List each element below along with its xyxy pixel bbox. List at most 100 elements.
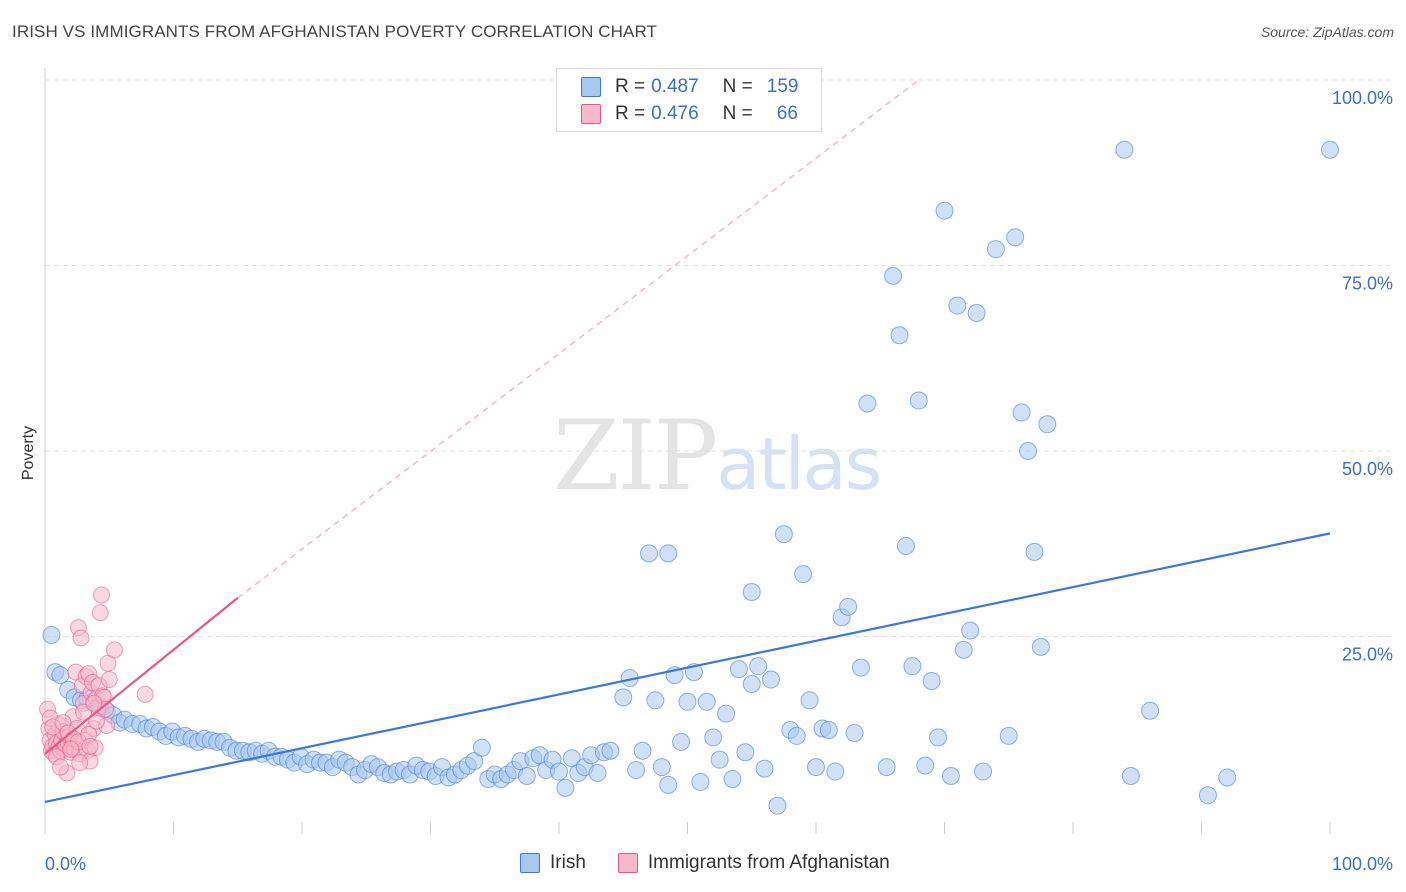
- series-legend: Irish Immigrants from Afghanistan: [520, 852, 922, 874]
- point-irish: [723, 769, 742, 788]
- point-irish: [1019, 442, 1038, 460]
- point-irish: [1115, 140, 1134, 159]
- legend-n-value: 159: [766, 76, 799, 97]
- point-irish: [472, 738, 491, 757]
- point-irish: [774, 525, 793, 544]
- point-afghanistan: [136, 685, 154, 703]
- point-irish: [659, 775, 678, 794]
- point-irish: [916, 756, 935, 775]
- point-irish: [884, 266, 903, 285]
- point-irish: [890, 326, 909, 345]
- point-irish: [42, 626, 61, 645]
- legend-swatch-afghanistan: [581, 104, 601, 124]
- point-irish: [762, 670, 781, 689]
- point-irish: [550, 762, 568, 781]
- point-afghanistan: [71, 754, 89, 772]
- chart-title: IRISH VS IMMIGRANTS FROM AFGHANISTAN POV…: [12, 22, 658, 41]
- point-irish: [1218, 768, 1237, 787]
- point-irish: [749, 657, 768, 676]
- point-irish: [800, 691, 819, 710]
- point-irish: [961, 621, 980, 640]
- point-irish: [627, 761, 646, 780]
- point-irish: [1141, 701, 1160, 720]
- point-irish: [903, 657, 922, 676]
- point-irish: [678, 692, 697, 711]
- point-irish: [929, 728, 948, 747]
- point-irish: [999, 726, 1018, 745]
- point-irish: [562, 749, 581, 768]
- point-irish: [819, 720, 838, 739]
- trend-extension-afghanistan: [237, 79, 920, 599]
- point-irish: [1038, 415, 1057, 434]
- point-irish: [633, 741, 652, 760]
- x-tick-label: 100.0%: [1332, 854, 1393, 874]
- point-irish: [839, 597, 858, 616]
- point-irish: [729, 660, 748, 679]
- legend-r-label: R =: [615, 76, 646, 97]
- point-irish: [954, 640, 973, 659]
- point-irish: [986, 240, 1005, 259]
- legend-r-label: R =: [615, 103, 646, 124]
- point-irish: [755, 759, 774, 778]
- y-tick-label: 25.0%: [1342, 645, 1393, 665]
- point-irish: [909, 391, 928, 410]
- point-irish: [896, 536, 915, 555]
- legend-r-value: 0.476: [651, 103, 699, 124]
- point-irish: [672, 732, 691, 751]
- point-irish: [742, 582, 761, 601]
- point-irish: [717, 704, 736, 723]
- legend-row-irish: R = 0.487 N = 159: [581, 74, 798, 100]
- trend-line-afghanistan: [44, 597, 239, 755]
- legend-r-value: 0.487: [651, 76, 699, 97]
- point-irish: [922, 672, 941, 691]
- point-irish: [588, 764, 607, 783]
- point-irish: [1321, 140, 1339, 159]
- point-afghanistan: [62, 740, 80, 758]
- point-irish: [935, 201, 954, 220]
- point-irish: [736, 743, 755, 762]
- point-irish: [704, 728, 723, 747]
- point-irish: [1198, 786, 1217, 805]
- series-legend-afghanistan: Immigrants from Afghanistan: [617, 852, 890, 874]
- point-irish: [826, 762, 845, 781]
- y-tick-label: 100.0%: [1332, 88, 1393, 108]
- x-tick-label: 0.0%: [45, 854, 86, 874]
- legend-n-label: N =: [722, 103, 753, 124]
- series-swatch-afghanistan: [617, 853, 638, 873]
- point-irish: [51, 666, 70, 685]
- point-afghanistan: [93, 586, 111, 604]
- stats-legend: R = 0.487 N = 159 R = 0.476 N = 66: [556, 68, 822, 132]
- point-afghanistan: [81, 737, 99, 755]
- point-irish: [845, 723, 864, 742]
- series-legend-irish: Irish: [520, 852, 586, 874]
- point-afghanistan: [91, 604, 109, 622]
- point-irish: [794, 565, 813, 584]
- watermark-atlas: atlas: [716, 422, 882, 506]
- point-irish: [742, 674, 761, 693]
- point-irish: [948, 296, 967, 315]
- point-irish: [601, 741, 620, 760]
- point-irish: [1121, 766, 1140, 785]
- point-irish: [974, 762, 993, 781]
- point-irish: [639, 544, 658, 563]
- trend-line-irish: [44, 532, 1331, 804]
- series-swatch-irish: [520, 853, 540, 873]
- point-irish: [768, 796, 787, 815]
- point-irish: [697, 692, 716, 711]
- point-irish: [1012, 403, 1031, 422]
- point-irish: [1025, 542, 1044, 561]
- point-irish: [877, 758, 896, 777]
- point-irish: [556, 778, 575, 797]
- series-label-afghanistan: Immigrants from Afghanistan: [647, 852, 890, 873]
- point-afghanistan: [51, 758, 69, 776]
- point-irish: [941, 766, 960, 785]
- point-irish: [652, 758, 671, 777]
- point-irish: [710, 750, 729, 769]
- point-irish: [858, 394, 877, 413]
- legend-row-afghanistan: R = 0.476 N = 66: [581, 101, 798, 127]
- point-irish: [851, 658, 870, 677]
- point-irish: [691, 772, 710, 791]
- series-label-irish: Irish: [550, 852, 586, 873]
- point-irish: [1031, 637, 1050, 656]
